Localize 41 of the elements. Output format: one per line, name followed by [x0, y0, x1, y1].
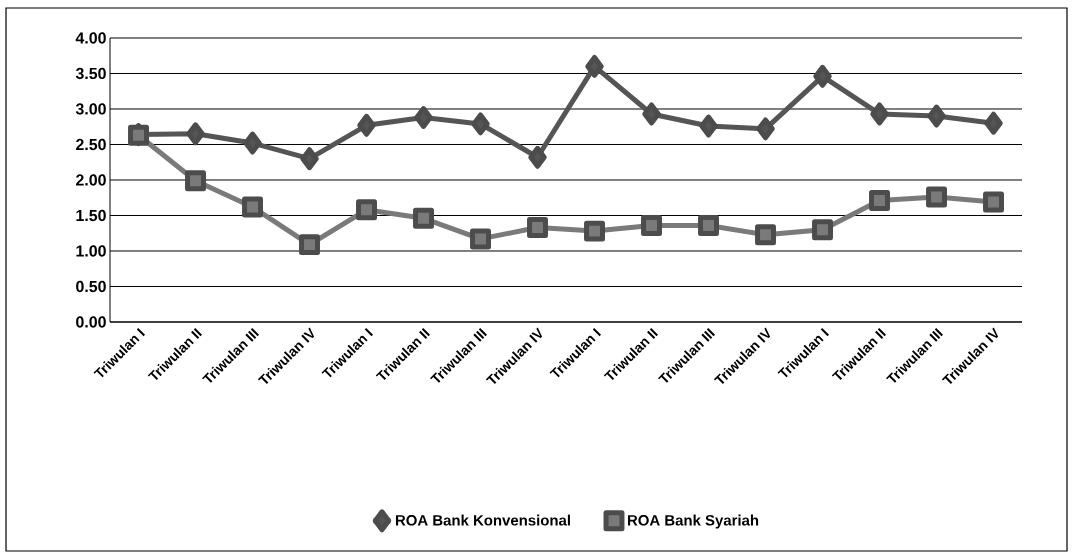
point: [756, 117, 775, 141]
y-tick-label: 4.00: [75, 32, 106, 44]
point: [185, 170, 206, 192]
point: [812, 219, 833, 241]
point: [470, 228, 491, 250]
point: [527, 217, 548, 239]
point: [641, 214, 662, 236]
point: [243, 131, 262, 155]
point: [699, 114, 718, 138]
point: [356, 199, 377, 221]
y-tick-label: 3.00: [75, 103, 106, 115]
y-tick-label: 1.00: [76, 245, 106, 257]
point: [755, 224, 776, 246]
point: [413, 207, 434, 229]
y-tick-label: 3.50: [75, 67, 106, 80]
point: [698, 214, 719, 236]
y-tick-label: 1.50: [76, 209, 106, 222]
point: [528, 145, 547, 169]
point: [585, 54, 604, 78]
point: [414, 106, 433, 129]
point: [300, 147, 319, 171]
point: [813, 64, 832, 88]
y-tick-label: 0.00: [76, 316, 106, 328]
point: [983, 191, 1004, 213]
point: [869, 190, 890, 212]
point: [299, 234, 320, 256]
point: [984, 111, 1003, 135]
point: [584, 220, 605, 242]
point: [186, 122, 205, 146]
point: [927, 104, 946, 128]
point: [926, 186, 947, 208]
y-tick-label: 2.00: [76, 174, 106, 186]
point: [642, 102, 661, 126]
point: [357, 113, 376, 137]
point: [471, 112, 490, 136]
y-tick-label: 2.50: [76, 138, 106, 151]
point: [870, 102, 889, 126]
legend-label: ROA Bank Syariah: [628, 514, 759, 529]
point: [242, 196, 263, 218]
y-tick-label: 0.50: [76, 280, 106, 293]
legend-label: ROA Bank Konvensional: [395, 514, 570, 526]
